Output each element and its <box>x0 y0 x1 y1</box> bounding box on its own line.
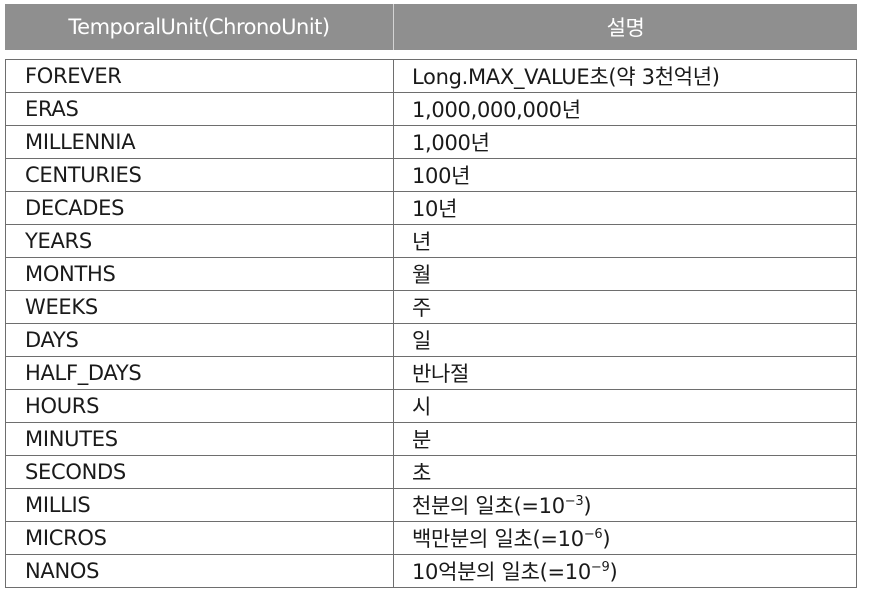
unit-cell: DECADES <box>5 191 394 225</box>
description-text: 반나절 <box>412 362 470 386</box>
table-row: WEEKS 주 <box>5 290 857 324</box>
table-row: MILLENNIA 1,000년 <box>5 125 857 159</box>
description-text: 1,000년 <box>412 131 490 155</box>
exponent: −6 <box>583 527 603 542</box>
description-cell: 분 <box>393 422 857 456</box>
description-text: 천분의 일초(=10 <box>412 494 565 518</box>
unit-cell: MILLENNIA <box>5 125 394 159</box>
table-row: SECONDS 초 <box>5 455 857 489</box>
description-text: 1,000,000,000년 <box>412 98 581 122</box>
unit-cell: MILLIS <box>5 488 394 522</box>
description-cell: 백만분의 일초(=10−6) <box>393 521 857 555</box>
header-temporal-unit: TemporalUnit(ChronoUnit) <box>68 15 330 39</box>
description-text: 10년 <box>412 197 458 221</box>
exponent: −9 <box>590 560 610 575</box>
table-row: DECADES 10년 <box>5 191 857 225</box>
description-text: 백만분의 일초(=10 <box>412 527 584 551</box>
description-text: 초 <box>412 461 432 485</box>
table-row: ERAS 1,000,000,000년 <box>5 92 857 126</box>
unit-cell: YEARS <box>5 224 394 258</box>
description-cell: 월 <box>393 257 857 291</box>
description-cell: Long.MAX_VALUE초(약 3천억년) <box>393 59 857 93</box>
table-row: YEARS 년 <box>5 224 857 258</box>
description-cell: 일 <box>393 323 857 357</box>
unit-cell: HOURS <box>5 389 394 423</box>
table-row: MINUTES 분 <box>5 422 857 456</box>
description-cell: 시 <box>393 389 857 423</box>
description-cell: 년 <box>393 224 857 258</box>
header-description: 설명 <box>606 16 645 40</box>
unit-cell: ERAS <box>5 92 394 126</box>
unit-cell: FOREVER <box>5 59 394 93</box>
description-text: 100년 <box>412 164 471 188</box>
unit-cell: WEEKS <box>5 290 394 324</box>
table-row: FOREVER Long.MAX_VALUE초(약 3천억년) <box>5 59 857 93</box>
unit-cell: DAYS <box>5 323 394 357</box>
temporal-unit-table: FOREVER Long.MAX_VALUE초(약 3천억년) ERAS 1,000,… <box>5 59 857 588</box>
unit-cell: MONTHS <box>5 257 394 291</box>
table-header: TemporalUnit(ChronoUnit) 설명 <box>5 4 857 50</box>
description-text: 월 <box>412 263 432 287</box>
exponent: −3 <box>564 494 584 509</box>
unit-cell: NANOS <box>5 554 394 588</box>
closing-paren: ) <box>602 527 611 551</box>
description-text: 10억분의 일초(=10 <box>412 560 591 584</box>
description-cell: 10억분의 일초(=10−9) <box>393 554 857 588</box>
description-text: 일 <box>412 329 432 353</box>
description-cell: 1,000년 <box>393 125 857 159</box>
description-text: 분 <box>412 428 432 452</box>
description-cell: 1,000,000,000년 <box>393 92 857 126</box>
description-cell: 천분의 일초(=10−3) <box>393 488 857 522</box>
table-body: FOREVER Long.MAX_VALUE초(약 3천억년) ERAS 1,000,… <box>5 59 857 588</box>
table-row: MONTHS 월 <box>5 257 857 291</box>
description-cell: 10년 <box>393 191 857 225</box>
table-row: HALF_DAYS 반나절 <box>5 356 857 390</box>
table-row: NANOS 10억분의 일초(=10−9) <box>5 554 857 588</box>
description-text: 년 <box>412 230 432 254</box>
description-cell: 100년 <box>393 158 857 192</box>
description-cell: 주 <box>393 290 857 324</box>
unit-cell: MICROS <box>5 521 394 555</box>
description-text: Long.MAX_VALUE초(약 3천억년) <box>412 65 720 89</box>
table-row: MILLIS 천분의 일초(=10−3) <box>5 488 857 522</box>
unit-cell: MINUTES <box>5 422 394 456</box>
table-row: HOURS 시 <box>5 389 857 423</box>
unit-cell: SECONDS <box>5 455 394 489</box>
description-cell: 초 <box>393 455 857 489</box>
description-cell: 반나절 <box>393 356 857 390</box>
table-row: DAYS 일 <box>5 323 857 357</box>
description-text: 주 <box>412 296 432 320</box>
unit-cell: HALF_DAYS <box>5 356 394 390</box>
description-text: 시 <box>412 395 432 419</box>
closing-paren: ) <box>583 494 592 518</box>
table-row: MICROS 백만분의 일초(=10−6) <box>5 521 857 555</box>
closing-paren: ) <box>609 560 618 584</box>
table-row: CENTURIES 100년 <box>5 158 857 192</box>
header-divider <box>393 4 394 50</box>
unit-cell: CENTURIES <box>5 158 394 192</box>
